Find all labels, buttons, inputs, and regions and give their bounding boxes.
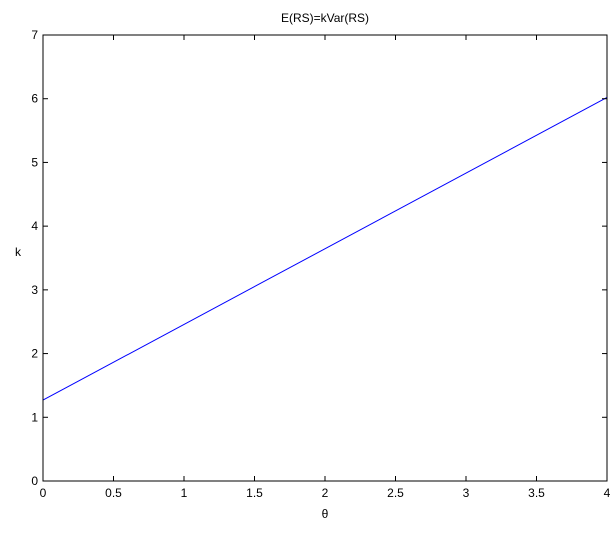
y-tick-label: 3 (31, 283, 38, 297)
x-tick-label: 1 (181, 486, 188, 500)
y-tick-label: 6 (31, 92, 38, 106)
x-tick-label: 0 (40, 486, 47, 500)
y-tick-label: 1 (31, 410, 38, 424)
y-tick-label: 2 (31, 347, 38, 361)
x-tick-label: 1.5 (246, 486, 263, 500)
y-tick-label: 0 (31, 474, 38, 488)
x-ticks: 0 0.5 1 1.5 2 2.5 3 3.5 4 (40, 35, 611, 500)
y-axis-label: k (15, 245, 22, 259)
x-tick-label: 3 (463, 486, 470, 500)
y-ticks: 0 1 2 3 4 5 6 7 (31, 28, 607, 488)
x-tick-label: 2 (322, 486, 329, 500)
y-tick-label: 5 (31, 155, 38, 169)
x-tick-label: 4 (604, 486, 611, 500)
y-tick-label: 7 (31, 28, 38, 42)
y-tick-label: 4 (31, 219, 38, 233)
plot-area (43, 35, 607, 481)
x-axis-label: θ (322, 507, 329, 521)
x-tick-label: 3.5 (528, 486, 545, 500)
chart-title: E(RS)=kVar(RS) (281, 11, 369, 25)
x-tick-label: 2.5 (387, 486, 404, 500)
x-tick-label: 0.5 (105, 486, 122, 500)
